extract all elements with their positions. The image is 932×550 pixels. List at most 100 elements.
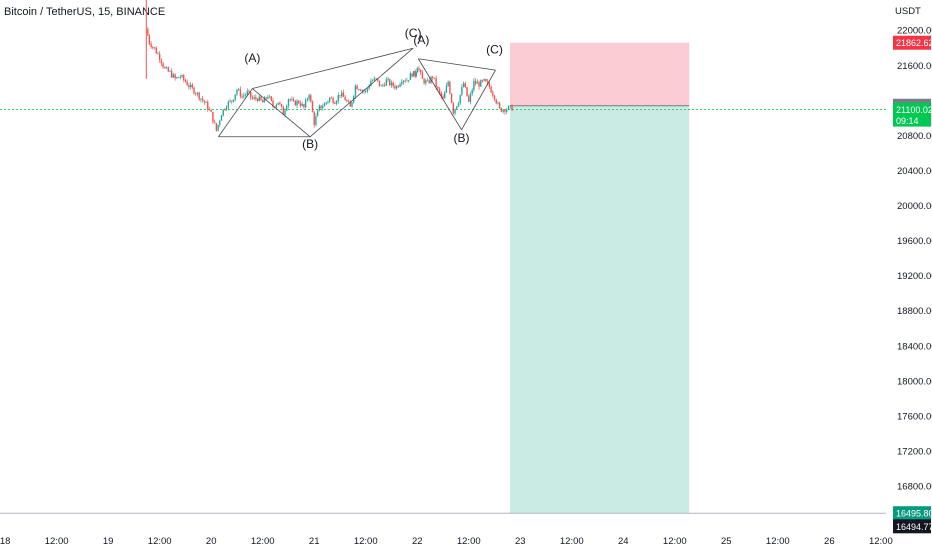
candle-body (298, 100, 300, 104)
candle-body (418, 68, 420, 71)
x-tick-label: 22 (412, 536, 423, 547)
candle-body (474, 80, 477, 84)
x-tick-label: 12:00 (251, 536, 275, 547)
candle-body (404, 80, 406, 82)
candle-body (328, 97, 331, 102)
x-tick-label: 23 (515, 536, 526, 547)
candle-body (164, 67, 166, 69)
candle-body (411, 73, 413, 77)
candle-body (433, 77, 436, 79)
candle-body (220, 115, 223, 121)
candle-body (219, 120, 221, 125)
wave-label[interactable]: (A) (244, 51, 260, 65)
candle-body (193, 87, 195, 94)
candle-body (147, 28, 149, 36)
candle-body (148, 35, 151, 44)
wave-line[interactable] (252, 47, 414, 89)
candle-body (315, 116, 317, 125)
candle-body (502, 109, 504, 112)
candle-body (395, 86, 398, 89)
y-tick-label: 21600.00 (897, 61, 932, 72)
candle-body (316, 110, 319, 117)
candle-body (464, 83, 467, 88)
x-tick-label: 20 (206, 536, 217, 547)
wave-label[interactable]: (A) (413, 33, 429, 47)
wave-line[interactable] (461, 69, 496, 130)
candle-body (421, 72, 424, 79)
candle-body (444, 92, 446, 99)
candle-body (229, 100, 231, 102)
candle-body (382, 84, 384, 86)
candle-body (158, 53, 161, 60)
candle-body (354, 85, 357, 96)
candle-body (449, 81, 451, 94)
candle-body (152, 47, 154, 48)
candle-body (445, 85, 448, 93)
candle-body (255, 97, 257, 99)
candle-body (327, 101, 329, 103)
candle-body (488, 82, 491, 87)
price-badge: 16495.80 (893, 506, 932, 521)
candle-body (287, 99, 290, 107)
wave-label[interactable]: (B) (302, 137, 318, 151)
candle-body (468, 96, 470, 102)
wave-line[interactable] (418, 58, 496, 71)
candle-body (466, 87, 468, 97)
x-tick-label: 24 (618, 536, 629, 547)
candle-body (184, 79, 187, 82)
candle-body (325, 102, 327, 104)
candle-body (347, 101, 350, 103)
candle-body (243, 95, 245, 97)
candle-body (265, 97, 267, 99)
candle-body (322, 106, 324, 109)
wave-label[interactable]: (C) (486, 42, 503, 56)
candle-body (308, 95, 310, 99)
wave-line[interactable] (417, 58, 462, 130)
candle-body (188, 85, 190, 88)
candle-body (425, 80, 427, 84)
candle-body (407, 79, 410, 81)
wave-label[interactable]: (C) (405, 26, 422, 40)
wave-line[interactable] (252, 88, 311, 138)
candle-body (339, 95, 341, 96)
candle-body (478, 82, 480, 87)
candle-body (342, 92, 345, 97)
candle-body (174, 74, 176, 79)
price-badges: 21862.6221143.4721100.0209:1416495.80164… (893, 35, 932, 534)
candle-body (368, 85, 370, 89)
candle-body (239, 89, 242, 97)
candle-body (292, 99, 295, 101)
candle-body (179, 76, 181, 78)
candle-body (373, 78, 376, 81)
candle-body (260, 96, 262, 101)
wave-label[interactable]: (B) (454, 131, 470, 145)
x-tick-label: 12:00 (766, 536, 790, 547)
candle-body (366, 88, 369, 91)
candle-body (490, 86, 492, 93)
candle-body (320, 105, 322, 109)
take-profit-zone[interactable] (509, 105, 690, 514)
candle-body (356, 85, 358, 90)
candle-body (447, 81, 449, 86)
wave-line[interactable] (309, 47, 414, 138)
candle-body (155, 48, 157, 54)
price-badge-bg (893, 102, 931, 117)
candle-body (212, 111, 214, 123)
candle-body (231, 100, 233, 102)
candle-body (169, 71, 171, 72)
candle-body (442, 96, 444, 99)
candle-body (437, 86, 439, 89)
candle-body (492, 92, 494, 96)
candle-body (207, 101, 209, 110)
x-tick-label: 12:00 (560, 536, 584, 547)
candle-body (334, 103, 336, 104)
candle-body (310, 95, 312, 102)
x-tick-label: 19 (103, 536, 114, 547)
wave-line[interactable] (218, 88, 253, 137)
stop-loss-zone[interactable] (509, 42, 690, 106)
x-tick-label: 12:00 (663, 536, 687, 547)
candle-body (153, 47, 156, 49)
candle-body (270, 96, 272, 101)
candle-body (183, 75, 185, 80)
